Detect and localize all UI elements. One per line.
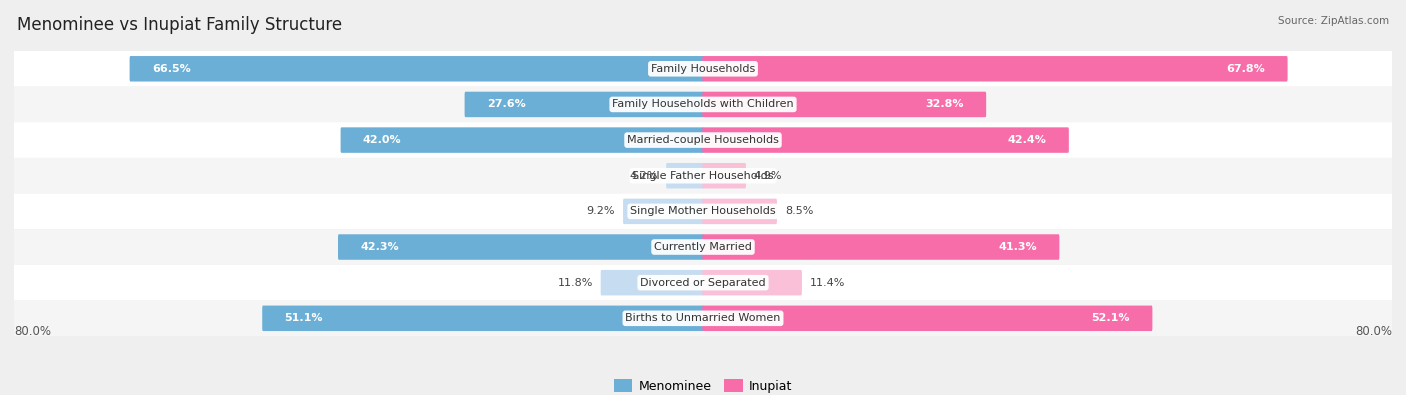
Text: 11.8%: 11.8% — [557, 278, 593, 288]
FancyBboxPatch shape — [702, 270, 801, 295]
Text: 8.5%: 8.5% — [785, 206, 813, 216]
FancyBboxPatch shape — [666, 163, 704, 188]
Text: 32.8%: 32.8% — [925, 100, 965, 109]
Text: 42.3%: 42.3% — [360, 242, 399, 252]
Text: 52.1%: 52.1% — [1091, 313, 1130, 324]
FancyBboxPatch shape — [623, 199, 704, 224]
Text: 27.6%: 27.6% — [486, 100, 526, 109]
FancyBboxPatch shape — [6, 87, 1400, 122]
FancyBboxPatch shape — [702, 92, 986, 117]
FancyBboxPatch shape — [6, 229, 1400, 265]
FancyBboxPatch shape — [6, 122, 1400, 158]
FancyBboxPatch shape — [464, 92, 704, 117]
Text: 41.3%: 41.3% — [998, 242, 1038, 252]
FancyBboxPatch shape — [702, 199, 778, 224]
Text: 80.0%: 80.0% — [1355, 325, 1392, 338]
Text: 11.4%: 11.4% — [810, 278, 845, 288]
Text: Divorced or Separated: Divorced or Separated — [640, 278, 766, 288]
Text: 42.4%: 42.4% — [1008, 135, 1046, 145]
FancyBboxPatch shape — [702, 127, 1069, 153]
Text: 51.1%: 51.1% — [284, 313, 323, 324]
Text: 9.2%: 9.2% — [586, 206, 616, 216]
FancyBboxPatch shape — [129, 56, 704, 81]
FancyBboxPatch shape — [702, 56, 1288, 81]
Text: Births to Unmarried Women: Births to Unmarried Women — [626, 313, 780, 324]
Text: 4.9%: 4.9% — [754, 171, 782, 181]
Text: Family Households with Children: Family Households with Children — [612, 100, 794, 109]
Text: 42.0%: 42.0% — [363, 135, 402, 145]
FancyBboxPatch shape — [6, 301, 1400, 336]
FancyBboxPatch shape — [702, 306, 1153, 331]
Text: 80.0%: 80.0% — [14, 325, 51, 338]
Text: Married-couple Households: Married-couple Households — [627, 135, 779, 145]
FancyBboxPatch shape — [6, 158, 1400, 194]
FancyBboxPatch shape — [6, 51, 1400, 87]
Text: Currently Married: Currently Married — [654, 242, 752, 252]
Text: Single Father Households: Single Father Households — [633, 171, 773, 181]
Text: Menominee vs Inupiat Family Structure: Menominee vs Inupiat Family Structure — [17, 16, 342, 34]
FancyBboxPatch shape — [702, 234, 1059, 260]
Text: 4.2%: 4.2% — [630, 171, 658, 181]
FancyBboxPatch shape — [702, 163, 747, 188]
Text: 66.5%: 66.5% — [152, 64, 191, 74]
Text: Source: ZipAtlas.com: Source: ZipAtlas.com — [1278, 16, 1389, 26]
Text: 67.8%: 67.8% — [1226, 64, 1265, 74]
FancyBboxPatch shape — [337, 234, 704, 260]
Legend: Menominee, Inupiat: Menominee, Inupiat — [609, 374, 797, 395]
FancyBboxPatch shape — [340, 127, 704, 153]
FancyBboxPatch shape — [6, 194, 1400, 229]
FancyBboxPatch shape — [600, 270, 704, 295]
FancyBboxPatch shape — [263, 306, 704, 331]
Text: Single Mother Households: Single Mother Households — [630, 206, 776, 216]
FancyBboxPatch shape — [6, 265, 1400, 301]
Text: Family Households: Family Households — [651, 64, 755, 74]
